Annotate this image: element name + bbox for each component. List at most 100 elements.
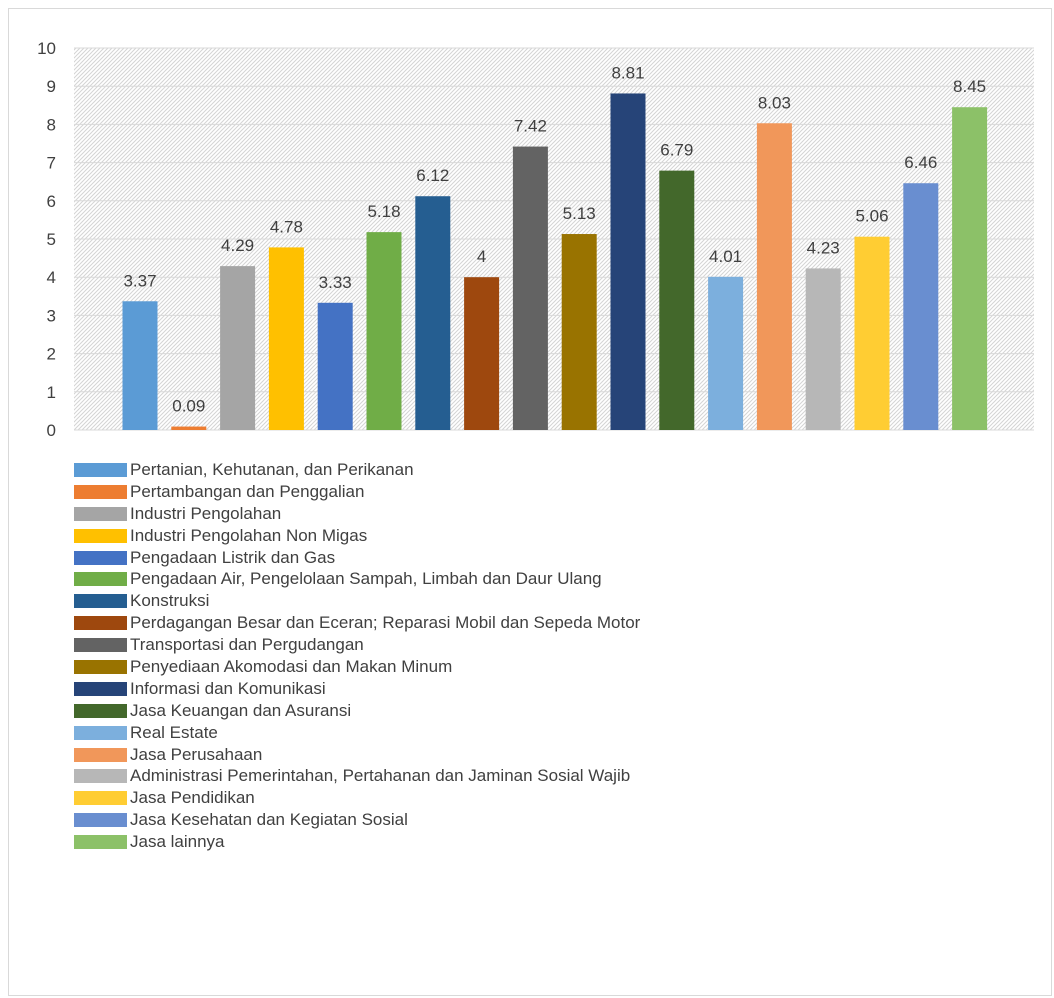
bar — [854, 236, 890, 430]
data-label: 4.29 — [221, 236, 254, 255]
legend-label: Informasi dan Komunikasi — [130, 678, 326, 698]
bar — [708, 276, 744, 430]
legend-item: Real Estate — [74, 722, 1034, 744]
legend-label: Jasa Kesehatan dan Kegiatan Sosial — [130, 810, 408, 830]
y-tick-label: 8 — [47, 115, 56, 134]
y-tick-label: 9 — [47, 77, 56, 96]
bar — [220, 266, 256, 430]
legend-label: Pertambangan dan Penggalian — [130, 481, 365, 501]
y-tick-label: 0 — [47, 421, 56, 440]
bar — [952, 107, 988, 431]
legend-label: Konstruksi — [130, 591, 210, 611]
legend-swatch — [74, 550, 127, 565]
bar — [903, 183, 939, 430]
legend-label: Jasa Keuangan dan Asuransi — [130, 700, 352, 720]
legend-swatch — [74, 484, 127, 499]
legend-item: Pengadaan Air, Pengelolaan Sampah, Limba… — [74, 568, 1034, 590]
legend-label: Jasa Pendidikan — [130, 788, 255, 808]
legend-swatch — [74, 747, 127, 762]
y-tick-label: 4 — [47, 268, 56, 287]
bar — [610, 93, 646, 430]
legend-item: Jasa Kesehatan dan Kegiatan Sosial — [74, 809, 1034, 831]
data-label: 6.12 — [416, 166, 449, 185]
legend-item: Pengadaan Listrik dan Gas — [74, 547, 1034, 569]
y-tick-label: 10 — [37, 39, 56, 58]
bar — [756, 123, 792, 430]
y-tick-label: 6 — [47, 192, 56, 211]
bar — [171, 426, 207, 430]
legend-label: Jasa lainnya — [130, 832, 225, 852]
legend-label: Pertanian, Kehutanan, dan Perikanan — [130, 459, 414, 479]
data-label: 5.13 — [563, 204, 596, 223]
data-label: 8.45 — [953, 77, 986, 96]
y-tick-label: 2 — [47, 345, 56, 364]
legend-item: Industri Pengolahan Non Migas — [74, 525, 1034, 547]
legend-swatch — [74, 703, 127, 718]
legend-swatch — [74, 572, 127, 587]
bar — [512, 146, 548, 430]
legend-item: Jasa Pendidikan — [74, 787, 1034, 809]
legend-swatch — [74, 638, 127, 653]
legend-item: Jasa lainnya — [74, 831, 1034, 853]
bar — [659, 170, 695, 430]
y-tick-label: 7 — [47, 154, 56, 173]
legend: Pertanian, Kehutanan, dan Perikanan Perta… — [74, 459, 1034, 853]
legend-swatch — [74, 681, 127, 696]
data-label: 4.23 — [807, 238, 840, 257]
data-label: 5.06 — [855, 207, 888, 226]
legend-item: Industri Pengolahan — [74, 503, 1034, 525]
legend-swatch — [74, 813, 127, 828]
legend-swatch — [74, 791, 127, 806]
data-label: 0.09 — [172, 397, 205, 416]
bar — [317, 302, 353, 430]
legend-label: Industri Pengolahan Non Migas — [130, 525, 368, 545]
legend-label: Jasa Perusahaan — [130, 744, 263, 764]
data-label: 4.78 — [270, 217, 303, 236]
y-tick-label: 3 — [47, 306, 56, 325]
legend-label: Real Estate — [130, 722, 218, 742]
bar — [122, 301, 158, 430]
legend-swatch — [74, 659, 127, 674]
legend-swatch — [74, 594, 127, 609]
legend-item: Jasa Keuangan dan Asuransi — [74, 700, 1034, 722]
data-label: 6.79 — [660, 141, 693, 160]
legend-label: Penyediaan Akomodasi dan Makan Minum — [130, 656, 453, 676]
legend-label: Pengadaan Air, Pengelolaan Sampah, Limba… — [130, 569, 602, 589]
legend-swatch — [74, 528, 127, 543]
data-label: 4.01 — [709, 247, 742, 266]
legend-item: Transportasi dan Pergudangan — [74, 634, 1034, 656]
y-tick-label: 5 — [47, 230, 56, 249]
data-label: 3.37 — [123, 271, 156, 290]
data-label: 7.42 — [514, 117, 547, 136]
data-label: 8.81 — [611, 63, 644, 82]
legend-swatch — [74, 835, 127, 850]
data-labels: 3.37 0.09 4.29 4.78 3.33 5.18 6.12 4 7.42 5.13 8.8… — [123, 63, 986, 415]
legend-label: Pengadaan Listrik dan Gas — [130, 547, 336, 567]
y-axis: 0 1 2 3 4 5 6 7 8 9 10 — [37, 39, 56, 440]
legend-label: Transportasi dan Pergudangan — [130, 635, 364, 655]
legend-item: Administrasi Pemerintahan, Pertahanan da… — [74, 765, 1034, 787]
legend-item: Informasi dan Komunikasi — [74, 678, 1034, 700]
legend-swatch — [74, 462, 127, 477]
y-tick-label: 1 — [47, 383, 56, 402]
legend-item: Konstruksi — [74, 590, 1034, 612]
bar — [415, 196, 451, 430]
legend-item: Jasa Perusahaan — [74, 744, 1034, 766]
legend-item: Pertanian, Kehutanan, dan Perikanan — [74, 459, 1034, 481]
legend-label: Perdagangan Besar dan Eceran; Reparasi M… — [130, 613, 641, 633]
data-label: 8.03 — [758, 93, 791, 112]
legend-label: Administrasi Pemerintahan, Pertahanan da… — [130, 766, 631, 786]
legend-swatch — [74, 616, 127, 631]
legend-item: Perdagangan Besar dan Eceran; Reparasi M… — [74, 612, 1034, 634]
bar — [561, 234, 597, 430]
bars — [122, 93, 988, 431]
legend-swatch — [74, 769, 127, 784]
legend-item: Pertambangan dan Penggalian — [74, 481, 1034, 503]
bar — [805, 268, 841, 430]
data-label: 5.18 — [367, 202, 400, 221]
bar — [464, 277, 500, 430]
bar — [268, 247, 304, 430]
legend-swatch — [74, 725, 127, 740]
data-label: 6.46 — [904, 153, 937, 172]
